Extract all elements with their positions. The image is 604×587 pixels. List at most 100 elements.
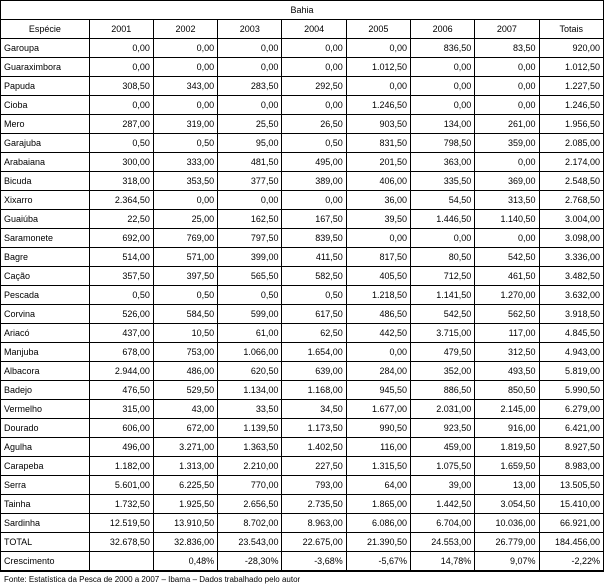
value-cell: 571,00 xyxy=(153,248,217,267)
value-cell: 32.836,00 xyxy=(153,533,217,552)
table-row: Sardinha12.519,5013.910,508.702,008.963,… xyxy=(1,514,604,533)
value-cell: 1.925,50 xyxy=(153,495,217,514)
value-cell: 162,50 xyxy=(218,210,282,229)
value-cell: 1.012,50 xyxy=(539,58,603,77)
value-cell: 0,50 xyxy=(153,286,217,305)
table-row: Bicuda318,00353,50377,50389,00406,00335,… xyxy=(1,172,604,191)
table-row: Guaiúba22,5025,00162,50167,5039,501.446,… xyxy=(1,210,604,229)
value-cell: 319,00 xyxy=(153,115,217,134)
value-cell: 39,50 xyxy=(346,210,410,229)
table-row: Pescada0,500,500,500,501.218,501.141,501… xyxy=(1,286,604,305)
value-cell: 1.313,00 xyxy=(153,457,217,476)
value-cell: 8.927,50 xyxy=(539,438,603,457)
value-cell: 312,50 xyxy=(475,343,539,362)
value-cell: 1.139,50 xyxy=(218,419,282,438)
value-cell: 66.921,00 xyxy=(539,514,603,533)
table-row: Cioba0,000,000,000,001.246,500,000,001.2… xyxy=(1,96,604,115)
species-cell: Manjuba xyxy=(1,343,90,362)
table-row: Manjuba678,00753,001.066,001.654,000,004… xyxy=(1,343,604,362)
species-cell: Badejo xyxy=(1,381,90,400)
value-cell: 1.819,50 xyxy=(475,438,539,457)
value-cell: 712,50 xyxy=(410,267,474,286)
value-cell: 292,50 xyxy=(282,77,346,96)
value-cell: 526,00 xyxy=(89,305,153,324)
table-row: Albacora2.944,00486,00620,50639,00284,00… xyxy=(1,362,604,381)
value-cell: 0,50 xyxy=(282,134,346,153)
value-cell: 0,00 xyxy=(475,96,539,115)
crescimento-value: -3,68% xyxy=(282,552,346,571)
value-cell: 64,00 xyxy=(346,476,410,495)
value-cell: 886,50 xyxy=(410,381,474,400)
crescimento-value: 9,07% xyxy=(475,552,539,571)
value-cell: 3.632,00 xyxy=(539,286,603,305)
crescimento-value: -28,30% xyxy=(218,552,282,571)
col-header-2007: 2007 xyxy=(475,20,539,39)
value-cell: 405,50 xyxy=(346,267,410,286)
value-cell: 406,00 xyxy=(346,172,410,191)
table-row: Bagre514,00571,00399,00411,50817,5080,50… xyxy=(1,248,604,267)
value-cell: 4.943,00 xyxy=(539,343,603,362)
table-row: Tainha1.732,501.925,502.656,502.735,501.… xyxy=(1,495,604,514)
col-header-2003: 2003 xyxy=(218,20,282,39)
value-cell: 39,00 xyxy=(410,476,474,495)
species-cell: Bicuda xyxy=(1,172,90,191)
value-cell: 529,50 xyxy=(153,381,217,400)
value-cell: 13,00 xyxy=(475,476,539,495)
species-cell: Garoupa xyxy=(1,39,90,58)
value-cell: 261,00 xyxy=(475,115,539,134)
value-cell: 0,00 xyxy=(282,191,346,210)
value-cell: 831,50 xyxy=(346,134,410,153)
value-cell: 5.601,00 xyxy=(89,476,153,495)
species-cell: Cioba xyxy=(1,96,90,115)
value-cell: 0,00 xyxy=(218,39,282,58)
value-cell: 283,50 xyxy=(218,77,282,96)
col-header-2006: 2006 xyxy=(410,20,474,39)
value-cell: 10,50 xyxy=(153,324,217,343)
value-cell: 6.086,00 xyxy=(346,514,410,533)
value-cell: 565,50 xyxy=(218,267,282,286)
table-body: Garoupa0,000,000,000,000,00836,5083,5092… xyxy=(1,39,604,571)
value-cell: 62,50 xyxy=(282,324,346,343)
value-cell: 377,50 xyxy=(218,172,282,191)
value-cell: 692,00 xyxy=(89,229,153,248)
species-cell: Guaiúba xyxy=(1,210,90,229)
value-cell: 23.543,00 xyxy=(218,533,282,552)
value-cell: 3.054,50 xyxy=(475,495,539,514)
value-cell: 797,50 xyxy=(218,229,282,248)
value-cell: 363,00 xyxy=(410,153,474,172)
value-cell: 0,00 xyxy=(218,191,282,210)
value-cell: 496,00 xyxy=(89,438,153,457)
species-cell: Garajuba xyxy=(1,134,90,153)
value-cell: 769,00 xyxy=(153,229,217,248)
value-cell: 0,00 xyxy=(153,58,217,77)
value-cell: 606,00 xyxy=(89,419,153,438)
value-cell: 514,00 xyxy=(89,248,153,267)
value-cell: 411,50 xyxy=(282,248,346,267)
value-cell: 116,00 xyxy=(346,438,410,457)
value-cell: 343,00 xyxy=(153,77,217,96)
value-cell: 33,50 xyxy=(218,400,282,419)
value-cell: 0,00 xyxy=(282,96,346,115)
value-cell: 916,00 xyxy=(475,419,539,438)
value-cell: 8.983,00 xyxy=(539,457,603,476)
value-cell: 0,00 xyxy=(153,191,217,210)
species-cell: Serra xyxy=(1,476,90,495)
table-row: Arabaiana300,00333,00481,50495,00201,503… xyxy=(1,153,604,172)
value-cell: 3.098,00 xyxy=(539,229,603,248)
value-cell: 2.364,50 xyxy=(89,191,153,210)
value-cell: 620,50 xyxy=(218,362,282,381)
value-cell: 0,00 xyxy=(89,58,153,77)
value-cell: 476,50 xyxy=(89,381,153,400)
crescimento-value: -5,67% xyxy=(346,552,410,571)
value-cell: 0,00 xyxy=(153,96,217,115)
value-cell: 923,50 xyxy=(410,419,474,438)
table-row: Saramonete692,00769,00797,50839,500,000,… xyxy=(1,229,604,248)
value-cell: 493,50 xyxy=(475,362,539,381)
value-cell: 0,00 xyxy=(89,39,153,58)
value-cell: 3.482,50 xyxy=(539,267,603,286)
crescimento-row: Crescimento0,48%-28,30%-3,68%-5,67%14,78… xyxy=(1,552,604,571)
value-cell: 389,00 xyxy=(282,172,346,191)
value-cell: 399,00 xyxy=(218,248,282,267)
species-cell: Tainha xyxy=(1,495,90,514)
crescimento-value: 0,48% xyxy=(153,552,217,571)
